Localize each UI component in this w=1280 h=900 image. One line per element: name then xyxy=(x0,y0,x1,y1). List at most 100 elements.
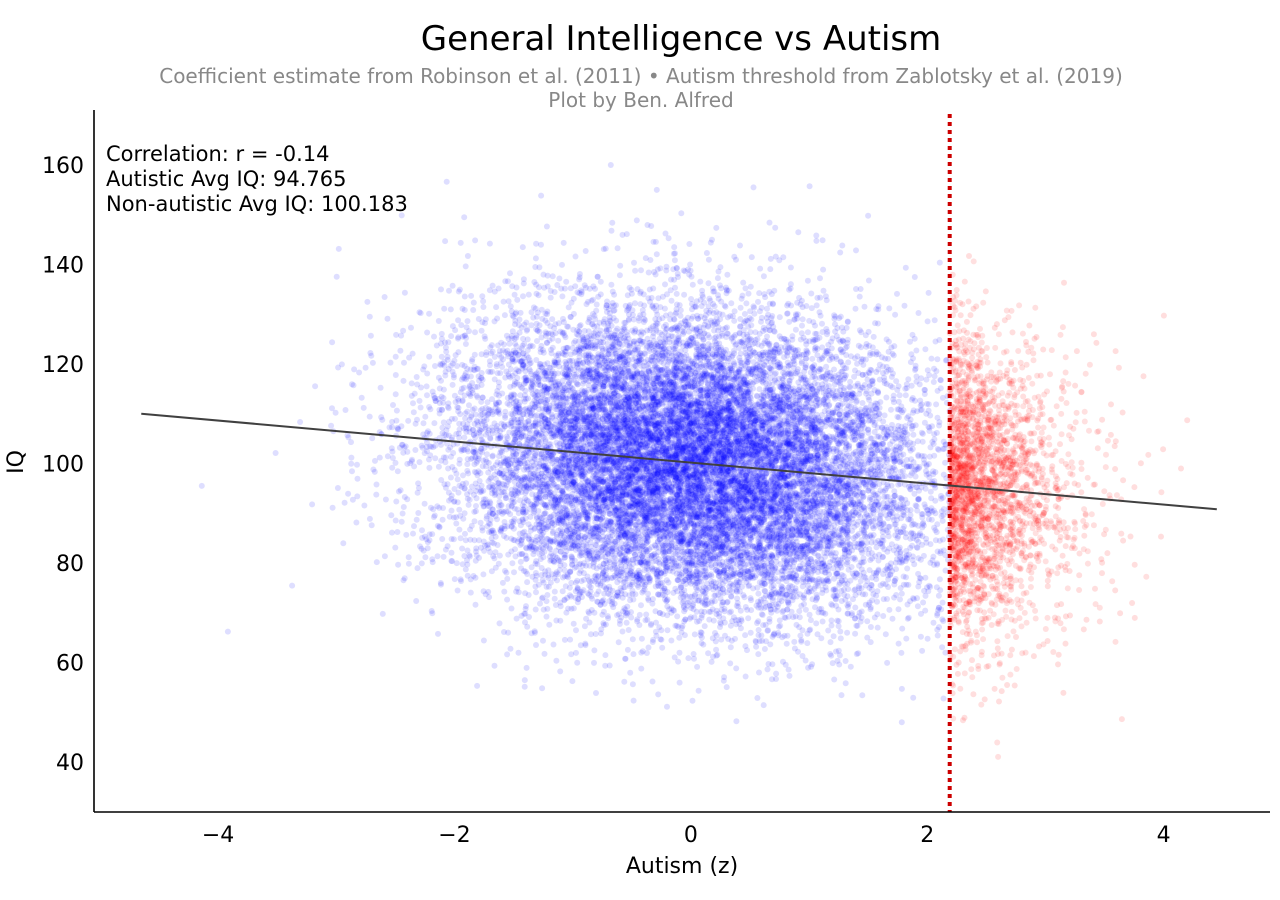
non-autistic-point xyxy=(631,417,638,424)
non-autistic-point xyxy=(615,572,622,579)
non-autistic-point xyxy=(741,460,748,467)
non-autistic-point xyxy=(837,249,844,256)
non-autistic-point xyxy=(400,377,407,384)
non-autistic-point xyxy=(751,544,758,551)
non-autistic-point xyxy=(667,530,673,537)
non-autistic-point xyxy=(821,482,828,489)
non-autistic-point xyxy=(470,307,477,313)
non-autistic-point xyxy=(705,358,712,365)
non-autistic-point xyxy=(309,501,316,508)
non-autistic-point xyxy=(614,504,621,511)
non-autistic-point xyxy=(756,505,763,512)
non-autistic-point xyxy=(797,543,804,550)
non-autistic-point xyxy=(664,703,670,710)
non-autistic-point xyxy=(531,392,538,399)
non-autistic-point xyxy=(472,601,479,608)
non-autistic-point xyxy=(712,397,719,404)
non-autistic-point xyxy=(599,479,606,486)
non-autistic-point xyxy=(377,384,384,391)
non-autistic-point xyxy=(655,591,661,598)
non-autistic-point xyxy=(942,649,949,656)
non-autistic-point xyxy=(611,503,618,510)
non-autistic-point xyxy=(513,615,520,622)
non-autistic-point xyxy=(452,327,459,334)
non-autistic-point xyxy=(701,445,708,452)
non-autistic-point xyxy=(483,513,490,520)
chart-title: General Intelligence vs Autism xyxy=(421,19,942,59)
non-autistic-point xyxy=(809,364,816,371)
non-autistic-point xyxy=(904,555,910,562)
non-autistic-point xyxy=(787,551,794,558)
non-autistic-point xyxy=(772,575,779,582)
non-autistic-point xyxy=(532,255,539,262)
non-autistic-point xyxy=(594,553,601,559)
non-autistic-point xyxy=(545,420,552,427)
non-autistic-point xyxy=(594,445,601,452)
non-autistic-point xyxy=(734,600,741,606)
non-autistic-point xyxy=(741,414,748,420)
non-autistic-point xyxy=(881,412,888,419)
non-autistic-point xyxy=(814,522,821,528)
non-autistic-point xyxy=(794,512,801,519)
non-autistic-point xyxy=(392,372,399,378)
non-autistic-point xyxy=(830,512,837,519)
non-autistic-point xyxy=(679,449,685,456)
non-autistic-point xyxy=(927,488,934,495)
non-autistic-point xyxy=(607,564,613,571)
non-autistic-point xyxy=(615,464,622,471)
non-autistic-point xyxy=(606,388,613,395)
non-autistic-point xyxy=(635,344,642,351)
non-autistic-point xyxy=(720,471,727,478)
non-autistic-point xyxy=(815,475,822,482)
non-autistic-point xyxy=(583,414,590,421)
non-autistic-point xyxy=(710,390,717,396)
non-autistic-point xyxy=(646,434,653,441)
non-autistic-point xyxy=(752,336,759,343)
non-autistic-point xyxy=(688,358,695,365)
non-autistic-point xyxy=(933,401,940,408)
non-autistic-point xyxy=(741,311,748,317)
non-autistic-point xyxy=(795,480,802,487)
non-autistic-point xyxy=(651,380,658,387)
non-autistic-point xyxy=(776,538,783,544)
non-autistic-point xyxy=(884,493,891,500)
non-autistic-point xyxy=(777,493,784,500)
non-autistic-point xyxy=(752,543,759,550)
non-autistic-point xyxy=(846,485,853,492)
non-autistic-point xyxy=(693,493,700,500)
non-autistic-point xyxy=(670,410,677,416)
non-autistic-point xyxy=(647,518,653,525)
non-autistic-point xyxy=(814,428,821,435)
non-autistic-point xyxy=(617,262,624,269)
non-autistic-point xyxy=(743,331,750,338)
non-autistic-point xyxy=(711,545,718,552)
non-autistic-point xyxy=(629,681,636,688)
non-autistic-point xyxy=(844,488,851,495)
non-autistic-point xyxy=(865,277,872,284)
non-autistic-point xyxy=(627,519,634,526)
non-autistic-point xyxy=(712,354,719,360)
non-autistic-point xyxy=(747,541,754,547)
non-autistic-point xyxy=(801,601,807,607)
non-autistic-point xyxy=(884,596,890,602)
non-autistic-point xyxy=(586,549,593,555)
non-autistic-point xyxy=(666,345,673,352)
non-autistic-point xyxy=(619,569,626,576)
non-autistic-point xyxy=(820,266,827,273)
non-autistic-point xyxy=(382,496,389,503)
non-autistic-point xyxy=(688,296,695,302)
non-autistic-point xyxy=(792,423,799,430)
non-autistic-point xyxy=(799,548,806,555)
non-autistic-point xyxy=(907,359,914,366)
non-autistic-point xyxy=(486,498,493,505)
non-autistic-point xyxy=(676,634,683,641)
non-autistic-point xyxy=(684,462,691,469)
non-autistic-point xyxy=(702,446,709,452)
non-autistic-point xyxy=(776,314,783,321)
non-autistic-point xyxy=(699,568,706,574)
non-autistic-point xyxy=(574,389,581,396)
non-autistic-point xyxy=(453,520,460,527)
non-autistic-point xyxy=(686,467,693,474)
non-autistic-point xyxy=(772,483,779,490)
non-autistic-point xyxy=(659,378,666,385)
